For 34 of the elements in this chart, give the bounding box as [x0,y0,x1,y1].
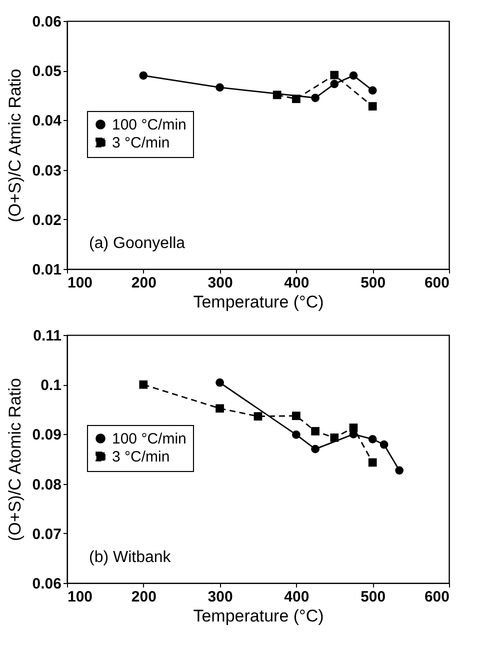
y-tick-label: 0.04 [32,112,62,130]
y-tick-label: 0.05 [32,63,62,80]
legend-label: 3 °C/min [112,134,170,152]
x-tick-label: 400 [284,274,310,292]
y-tick-label: 0.09 [32,426,62,444]
y-tick-label: 0.03 [32,162,62,180]
x-axis-title: Temperature (°C) [193,292,324,312]
x-tick-label: 400 [284,588,310,606]
y-tick-label: 0.11 [33,328,62,344]
y-axis-title: (O+S)/C Atomic Ratio [5,378,24,541]
y-tick-label: 0.07 [32,526,62,543]
y-tick-label: 0.02 [32,212,62,229]
x-tick-label: 600 [424,588,450,606]
annotation: (a) Goonyella [89,235,186,252]
x-tick-label: 500 [360,274,386,292]
y-tick-label: 0.1 [40,377,62,394]
x-tick-label: 600 [424,274,450,292]
x-tick-label: 300 [208,274,233,292]
y-axis-title: (O+S)/C Atmic Ratio [5,68,24,222]
legend-label: 100 °C/min [112,116,186,134]
legend-label: 3 °C/min [112,448,170,466]
legend-label: 100 °C/min [112,430,186,448]
annotation: (b) Witbank [89,549,172,566]
x-axis-title: Temperature (°C) [193,606,324,626]
x-tick-label: 100 [68,588,93,606]
x-tick-label: 200 [131,274,156,292]
x-tick-label: 200 [131,588,156,606]
x-tick-label: 100 [68,274,93,292]
x-tick-label: 300 [208,588,233,606]
y-tick-label: 0.06 [32,14,62,30]
y-tick-label: 0.01 [32,262,62,278]
y-tick-label: 0.08 [32,476,62,494]
x-tick-label: 500 [360,588,386,606]
y-tick-label: 0.06 [32,576,62,592]
